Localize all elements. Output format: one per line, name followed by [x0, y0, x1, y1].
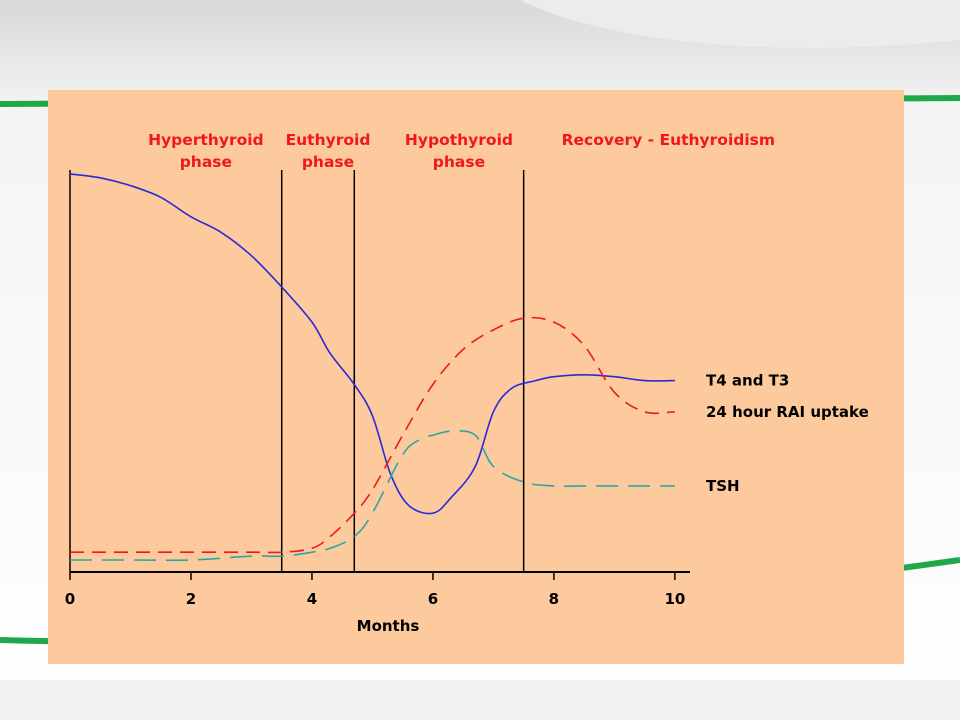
phase-dividers — [69, 170, 525, 572]
x-tick-label-4: 4 — [307, 590, 317, 608]
footer-strip — [0, 680, 960, 720]
thyroiditis-chart: Hyperthyroid phase Euthyroid phase Hypothyro… — [65, 131, 869, 635]
series-labels: T4 and T3 24 hour RAI uptake TSH — [706, 372, 869, 495]
x-tick-label-6: 6 — [428, 590, 438, 608]
phase-label-2: Hypothyroid — [405, 131, 513, 149]
x-tick-label-0: 0 — [65, 590, 75, 608]
series-line-tsh — [70, 430, 675, 562]
x-tick-label-2: 2 — [186, 590, 196, 608]
phase-labels: Hyperthyroid phase Euthyroid phase Hypothyro… — [148, 131, 775, 171]
phase-sublabel-2: phase — [433, 153, 485, 171]
x-tick-label-10: 10 — [664, 590, 685, 608]
phase-sublabel-1: phase — [302, 153, 354, 171]
series-label-24-hour-rai-uptake: 24 hour RAI uptake — [706, 403, 869, 421]
phase-label-0: Hyperthyroid — [148, 131, 264, 149]
series-lines — [69, 173, 675, 562]
series-label-tsh: TSH — [706, 477, 740, 495]
phase-label-3: Recovery - Euthyroidism — [562, 131, 775, 149]
x-tick-label-8: 8 — [549, 590, 559, 608]
series-label-t4-and-t3: T4 and T3 — [706, 372, 789, 390]
series-line-t4-and-t3 — [69, 173, 675, 515]
top-swoosh — [520, 0, 960, 48]
x-axis-title: Months — [357, 617, 420, 635]
phase-sublabel-0: phase — [180, 153, 232, 171]
phase-label-1: Euthyroid — [286, 131, 371, 149]
chart-panel: Hyperthyroid phase Euthyroid phase Hypothyro… — [48, 90, 904, 664]
series-line-24-hour-rai-uptake — [70, 316, 675, 554]
x-axis-ticks: 0 2 4 6 8 10 — [65, 572, 685, 608]
